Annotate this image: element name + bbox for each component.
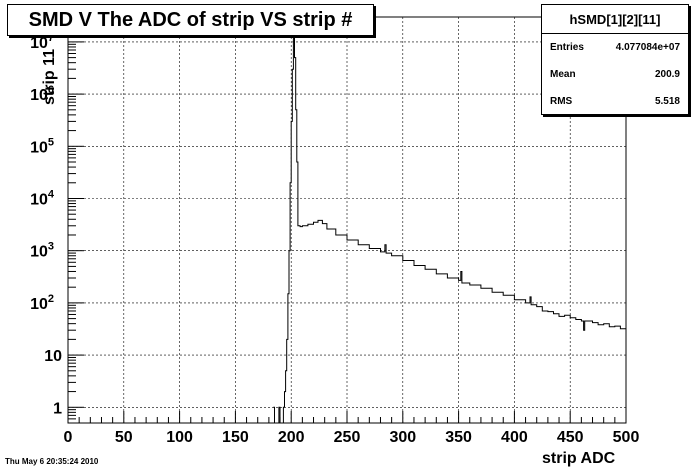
y-tick-label: 102 xyxy=(30,293,54,313)
x-tick-label: 500 xyxy=(613,429,640,446)
stats-label: Mean xyxy=(550,69,576,80)
x-tick-label: 0 xyxy=(64,429,73,446)
stats-histogram-name: hSMD[1][2][11] xyxy=(542,5,688,34)
stats-value: 200.9 xyxy=(654,69,680,80)
y-tick-label: 10 xyxy=(44,348,62,365)
y-axis: 1 10 102 103 104 105 106 107 xyxy=(30,32,62,417)
x-tick-label: 300 xyxy=(389,429,416,446)
stats-value: 5.518 xyxy=(654,96,680,107)
x-tick-label: 50 xyxy=(115,429,133,446)
y-tick-label: 1 xyxy=(53,400,62,417)
stats-label: RMS xyxy=(550,96,573,107)
stats-value: 4.077084e+07 xyxy=(615,42,680,53)
y-tick-label: 105 xyxy=(30,136,54,156)
x-tick-label: 400 xyxy=(501,429,528,446)
y-tick-label: 107 xyxy=(30,32,54,52)
y-tick-label: 106 xyxy=(30,84,54,104)
axes xyxy=(67,16,627,424)
stats-row-entries: Entries 4.077084e+07 xyxy=(542,34,688,61)
timestamp: Thu May 6 20:35:24 2010 xyxy=(5,457,99,466)
stats-label: Entries xyxy=(550,42,584,53)
histogram-series xyxy=(273,37,627,424)
x-tick-label: 450 xyxy=(557,429,584,446)
x-axis: 0 50 100 150 200 250 300 350 400 450 500 xyxy=(64,429,640,446)
chart-title: SMD V The ADC of strip VS strip # xyxy=(7,4,374,36)
x-tick-label: 100 xyxy=(166,429,193,446)
y-axis-label: strip 11 xyxy=(41,48,58,105)
x-tick-label: 150 xyxy=(222,429,249,446)
stats-row-mean: Mean 200.9 xyxy=(542,61,688,88)
x-tick-label: 250 xyxy=(334,429,361,446)
x-tick-label: 200 xyxy=(278,429,305,446)
x-axis-label: strip ADC xyxy=(542,450,616,467)
x-tick-label: 350 xyxy=(445,429,472,446)
stats-box: hSMD[1][2][11] Entries 4.077084e+07 Mean… xyxy=(541,4,689,115)
histogram-line xyxy=(273,37,627,424)
grid xyxy=(67,17,627,423)
y-tick-label: 104 xyxy=(30,188,55,208)
stats-row-rms: RMS 5.518 xyxy=(542,88,688,115)
y-tick-label: 103 xyxy=(30,241,54,261)
